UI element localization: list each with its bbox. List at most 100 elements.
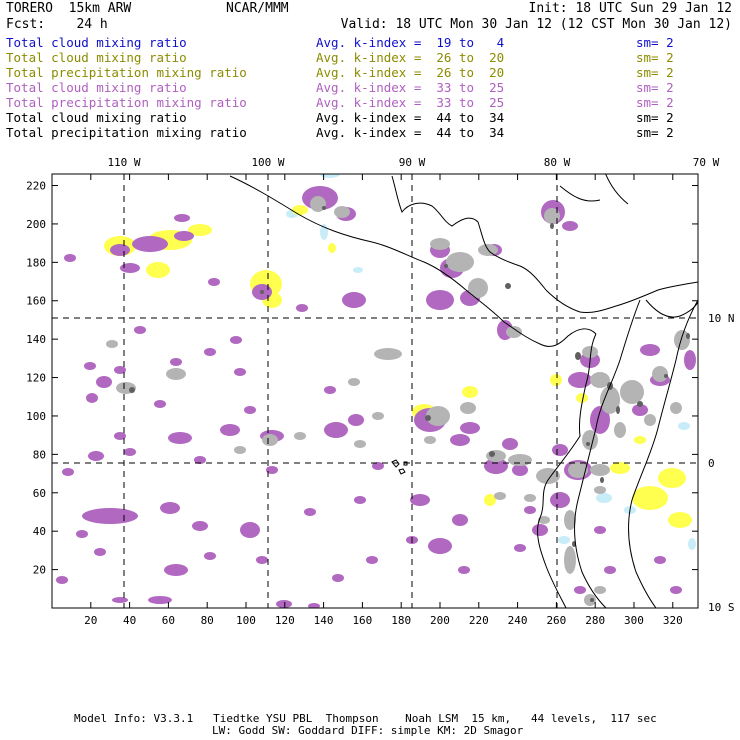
legend-sm: sm= 2 (636, 95, 674, 110)
legend-sm: sm= 2 (636, 80, 674, 95)
legend-field: Total cloud mixing ratio (6, 110, 187, 125)
y-tick-label: 140 (26, 333, 46, 346)
yellow-field-patch (632, 486, 668, 510)
gray-field-patch (600, 386, 620, 414)
gray-field-patch (568, 462, 588, 478)
coastline-segment (645, 299, 698, 318)
legend-sm: sm= 2 (636, 35, 674, 50)
axis-ticks (52, 174, 698, 608)
purple-field-patch (324, 386, 336, 394)
gray-field-patch (508, 454, 532, 466)
init-time: Init: 18 UTC Sun 29 Jan 12 (528, 1, 733, 16)
gray-field-patch (426, 406, 450, 426)
purple-field-patch (450, 434, 470, 446)
legend-kidx: Avg. k-index = 26 to 20 (316, 65, 505, 80)
x-tick-label: 240 (508, 614, 528, 627)
gray-field-patch (468, 278, 488, 298)
dark-gray-field-patch (505, 283, 511, 289)
x-tick-label: 320 (663, 614, 683, 627)
coastline-segment (391, 175, 547, 291)
gray-field-patch (234, 446, 246, 454)
purple-field-patch (134, 326, 146, 334)
gray-field-patch (334, 206, 350, 218)
purple-field-patch (366, 556, 378, 564)
legend-field: Total precipitation mixing ratio (6, 95, 247, 110)
purple-field-patch (194, 456, 206, 464)
yellow-field-patch (292, 205, 308, 215)
coastline-segment (559, 185, 601, 202)
purple-field-patch (234, 368, 246, 376)
purple-field-patch (632, 404, 648, 416)
gray-field-patch (536, 468, 560, 484)
gray-field-patch (166, 368, 186, 380)
purple-field-patch (114, 366, 126, 374)
purple-field-patch (428, 538, 452, 554)
light-blue-field-patch (596, 493, 612, 503)
x-tick-label: 300 (624, 614, 644, 627)
x-tick-label: 260 (546, 614, 566, 627)
purple-field-patch (332, 574, 344, 582)
x-tick-label: 180 (391, 614, 411, 627)
gray-field-patch (538, 516, 550, 524)
purple-field-patch (82, 508, 138, 524)
purple-field-patch (532, 524, 548, 536)
y-tick-label: 40 (33, 525, 46, 538)
purple-field-patch (170, 358, 182, 366)
purple-field-patch (342, 292, 366, 308)
y-tick-label: 220 (26, 180, 46, 193)
coastline-segment (545, 281, 698, 313)
gray-field-patch (652, 366, 668, 382)
legend-sm: sm= 2 (636, 50, 674, 65)
x-tick-label: 140 (314, 614, 334, 627)
gray-field-patch (486, 450, 506, 462)
purple-field-patch (410, 494, 430, 506)
purple-field-patch (230, 336, 242, 344)
purple-field-patch (684, 350, 696, 370)
purple-field-patch (96, 376, 112, 388)
light-blue-field-patch (320, 174, 340, 178)
purple-field-patch (324, 422, 348, 438)
purple-field-patch (94, 548, 106, 556)
purple-field-patch (308, 603, 320, 608)
y-tick-label: 60 (33, 487, 46, 500)
gray-field-patch (348, 378, 360, 386)
gray-field-patch (372, 412, 384, 420)
yellow-field-patch (658, 468, 686, 488)
yellow-field-patch (634, 436, 646, 444)
gray-field-patch (590, 372, 610, 388)
purple-field-patch (154, 400, 166, 408)
dark-gray-field-patch (550, 223, 554, 229)
lat-lon-grid (52, 174, 698, 608)
x-tick-label: 60 (162, 614, 175, 627)
y-tick-label: 100 (26, 410, 46, 423)
forecast-fields (56, 174, 696, 608)
dark-gray-field-patch (425, 415, 431, 421)
x-tick-label: 200 (430, 614, 450, 627)
x-tick-label: 280 (585, 614, 605, 627)
purple-field-patch (244, 406, 256, 414)
purple-field-patch (594, 526, 606, 534)
yellow-field-patch (328, 243, 336, 253)
purple-field-patch (112, 597, 128, 603)
dark-gray-field-patch (129, 387, 135, 393)
gray-field-patch (524, 494, 536, 502)
legend-kidx: Avg. k-index = 26 to 20 (316, 50, 505, 65)
latitude-label: 10 N (708, 312, 735, 325)
legend-sm: sm= 2 (636, 110, 674, 125)
purple-field-patch (426, 290, 454, 310)
gray-field-patch (294, 432, 306, 440)
gray-field-patch (564, 510, 576, 530)
gray-field-patch (106, 340, 118, 348)
purple-field-patch (120, 263, 140, 273)
coastline-segment (605, 174, 629, 205)
legend-field: Total cloud mixing ratio (6, 80, 187, 95)
y-tick-label: 200 (26, 218, 46, 231)
purple-field-patch (514, 544, 526, 552)
dark-gray-field-patch (322, 206, 326, 210)
purple-field-patch (164, 564, 188, 576)
organization-label: NCAR/MMM (226, 1, 289, 16)
purple-field-patch (110, 244, 130, 256)
gray-field-patch (582, 430, 598, 450)
x-tick-label: 220 (469, 614, 489, 627)
light-blue-field-patch (353, 267, 363, 273)
